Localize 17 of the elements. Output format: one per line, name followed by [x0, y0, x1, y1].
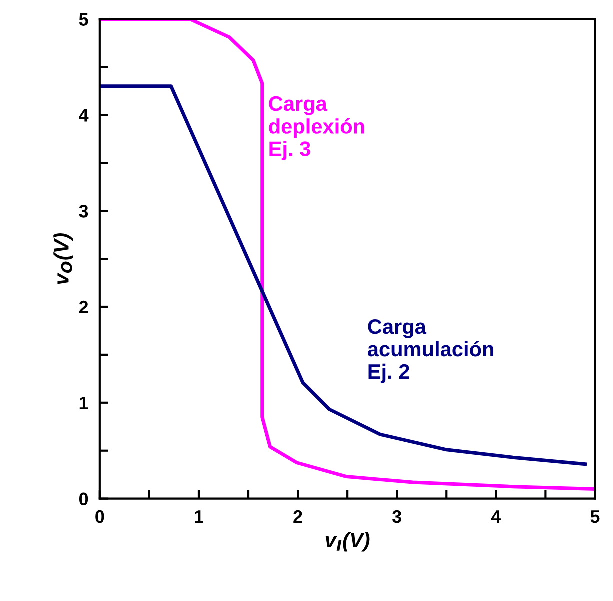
y-tick-label: 4	[79, 109, 89, 122]
y-tick-label: 0	[79, 492, 88, 506]
y-tick-label: 2	[79, 300, 88, 314]
x-tick-label: 3	[392, 510, 402, 524]
x-tick-label: 5	[590, 510, 600, 524]
x-tick-label: 0	[96, 510, 104, 524]
x-tick-label: 1	[195, 510, 204, 524]
x-axis-title: v$_{I}$(V)	[326, 532, 370, 552]
y-tick-label: 5	[79, 13, 88, 26]
y-axis-title: v$_{O}$(V)	[54, 233, 74, 284]
x-tick-label: 2	[294, 510, 302, 524]
series-label: Carga deplexión Ej. 3	[269, 96, 364, 160]
y-tick-label: 3	[79, 205, 88, 218]
y-tick-label: 1	[80, 397, 88, 410]
x-tick-label: 4	[491, 510, 502, 524]
line-series	[100, 84, 588, 466]
series-label: Carga acumulación Ej. 2	[368, 319, 494, 384]
